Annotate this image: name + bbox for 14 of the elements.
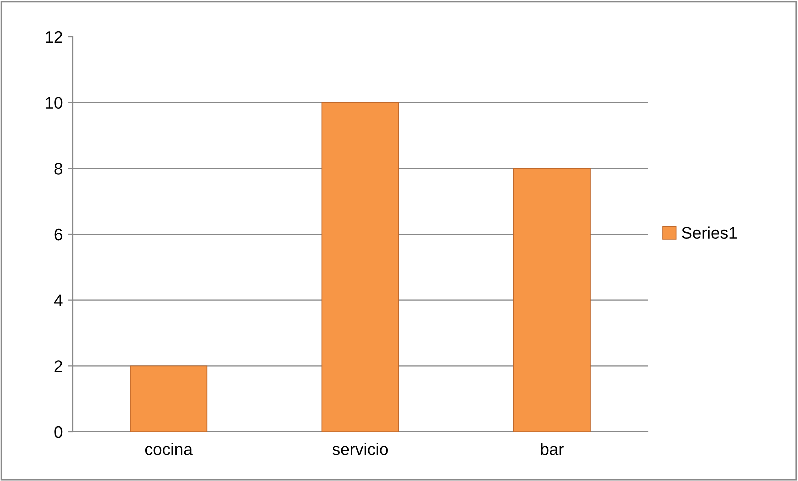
legend-label: Series1 [682,226,738,240]
y-tick-label: 0 [54,426,63,438]
bar [130,366,208,432]
y-tick-label: 6 [54,228,63,241]
bar [513,168,591,432]
y-tick-label: 8 [54,163,63,175]
x-tick-label: cocina [145,443,193,456]
y-tick-label: 12 [46,31,62,44]
y-tick-label: 4 [54,294,63,306]
bar [322,102,400,432]
y-tick-label: 2 [54,360,62,372]
x-tick-label: servicio [332,443,388,456]
x-tick-label: bar [541,443,564,456]
y-tick-label: 10 [46,97,63,110]
